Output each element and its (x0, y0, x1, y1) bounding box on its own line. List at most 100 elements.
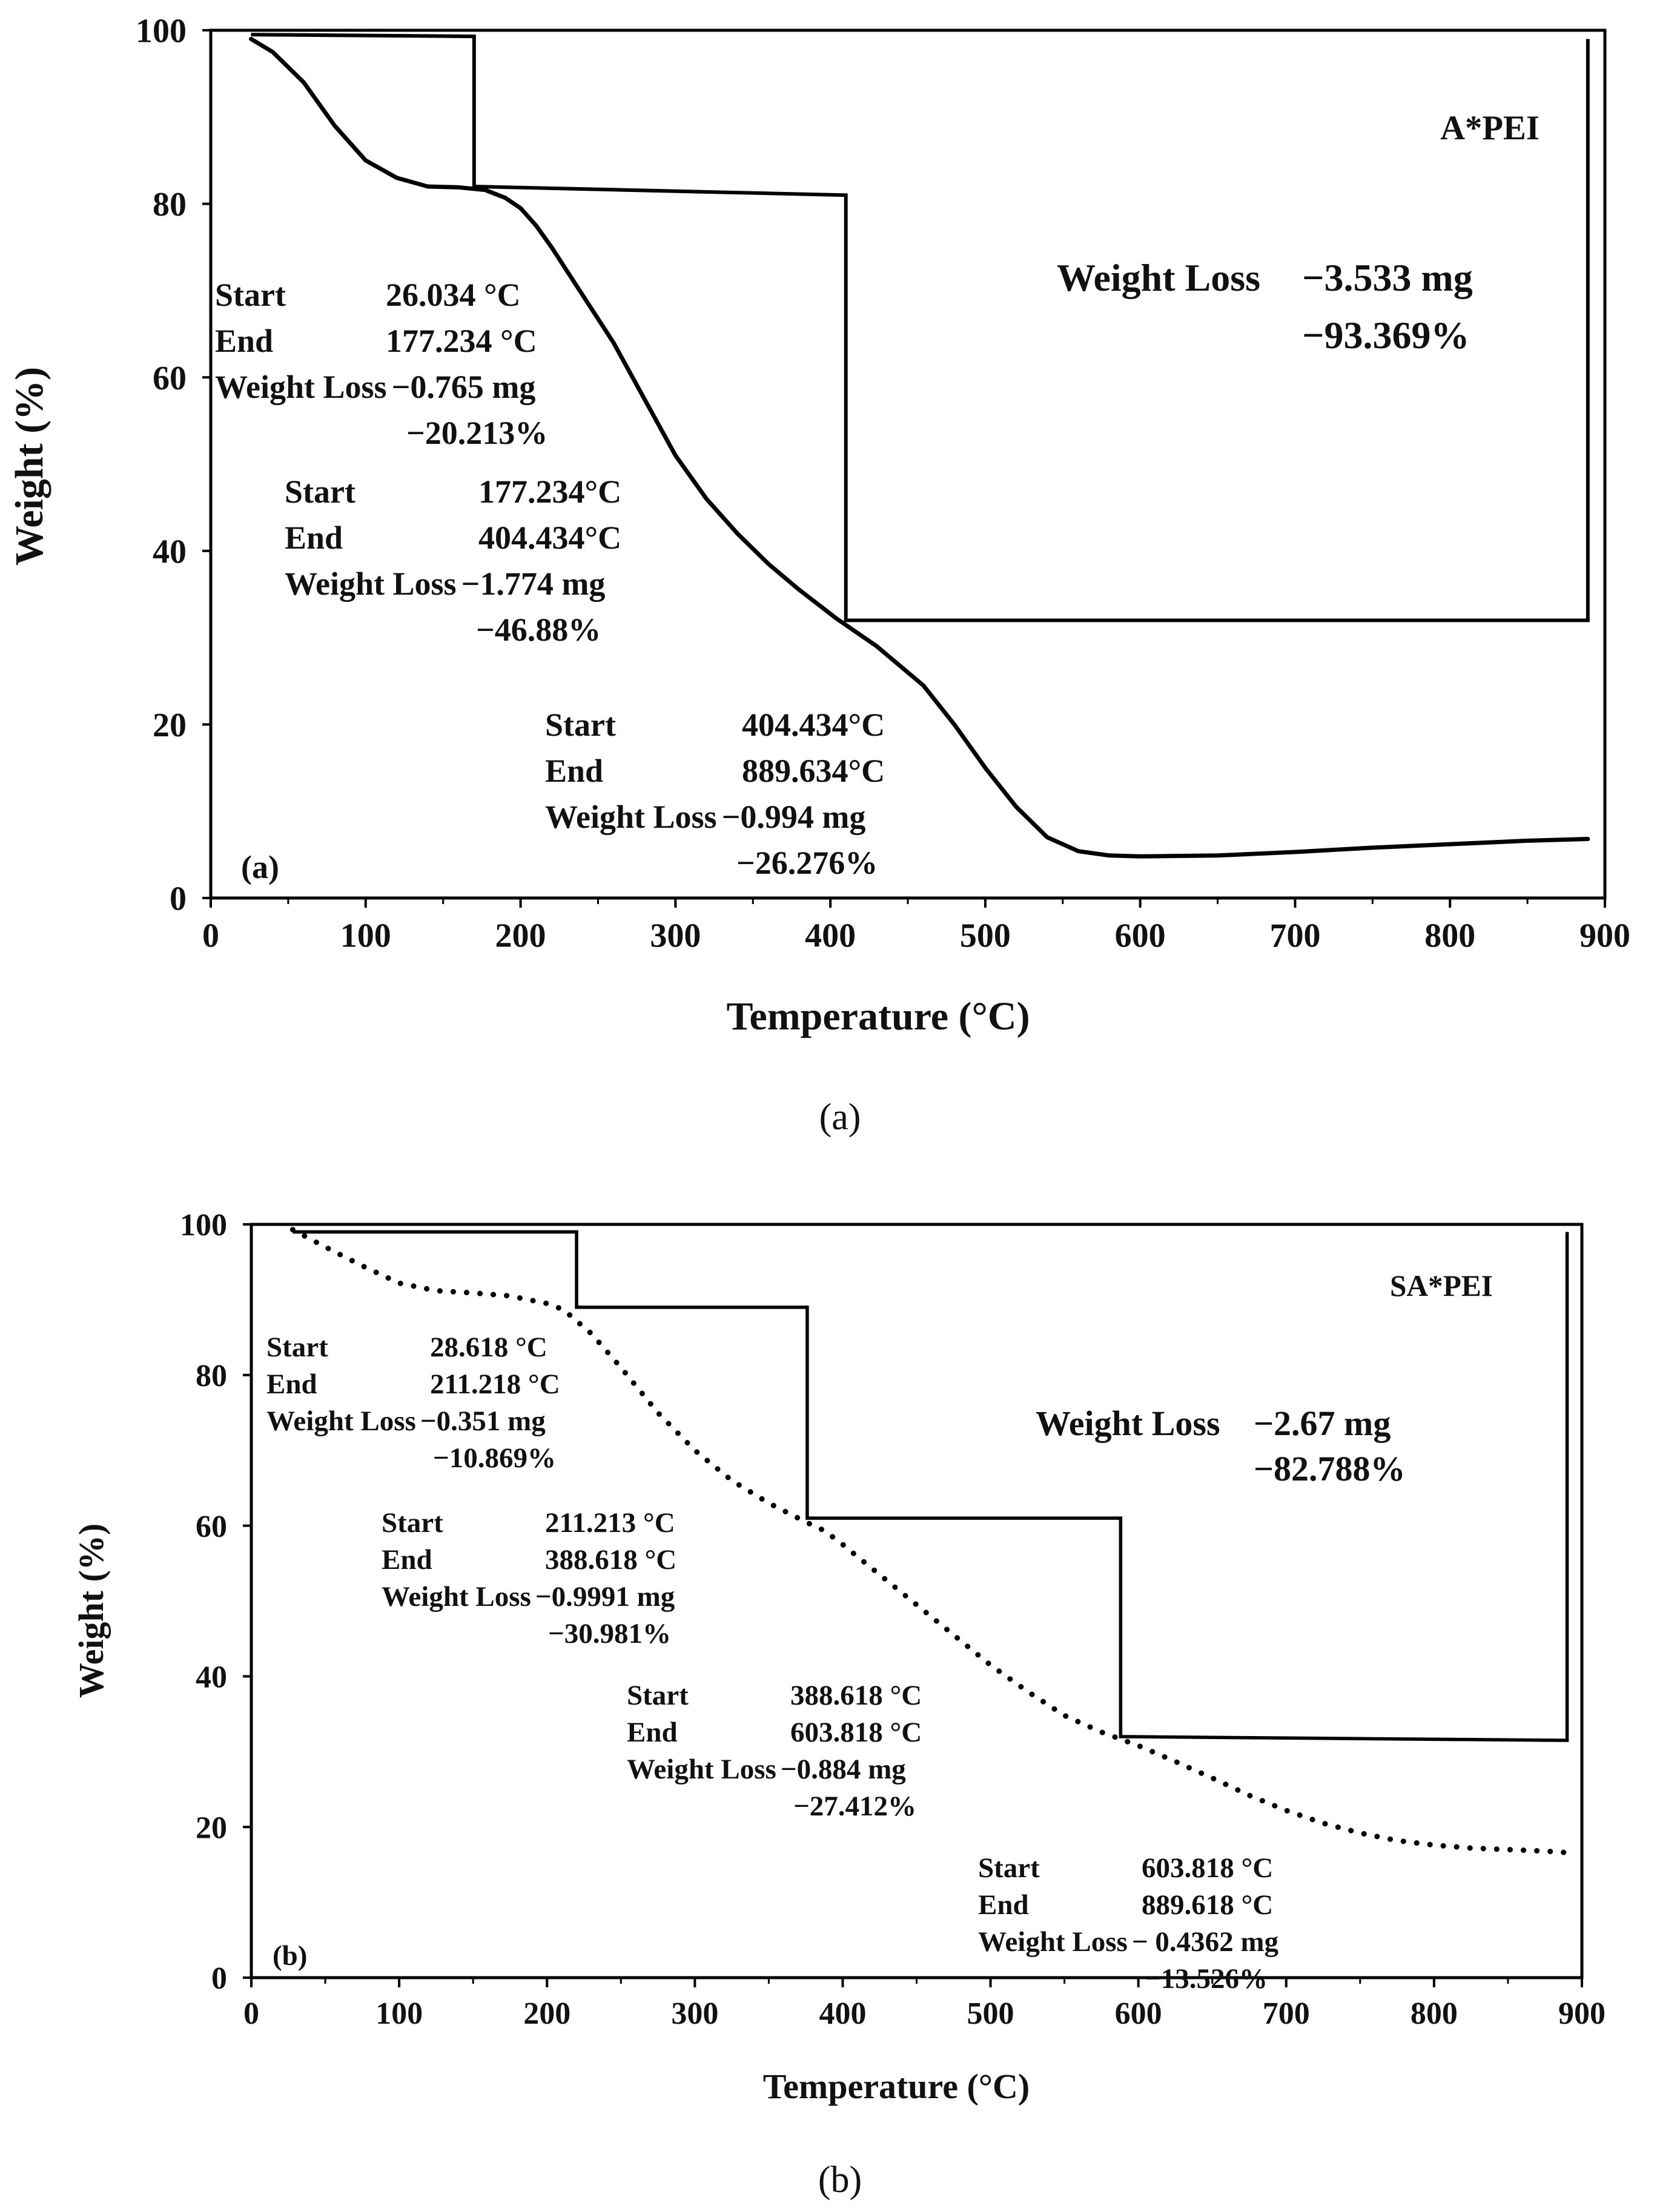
panel-a-total-loss-label: Weight Loss (1057, 256, 1260, 299)
panel-b-x-tick-label: 100 (375, 1996, 423, 2031)
panel-a-y-tick-label: 0 (170, 880, 187, 918)
panel-a-x-tick-label: 900 (1579, 917, 1630, 954)
panel-a-x-tick-label: 100 (340, 917, 391, 954)
panel-b-step-loss-label: Weight Loss (627, 1754, 776, 1785)
panel-a-step-loss-percent: −26.276% (736, 845, 878, 881)
panel-a-x-tick-label: 700 (1269, 917, 1320, 954)
panel-b-sample-label: SA*PEI (1390, 1269, 1493, 1302)
panel-b-x-tick-label: 800 (1410, 1996, 1458, 2031)
panel-a-y-tick-label: 40 (153, 533, 187, 570)
panel-b-y-axis-label: Weight (%) (71, 1524, 111, 1698)
panel-b-step-start-value: 388.618 °C (790, 1680, 922, 1711)
panel-b-y-tick-label: 0 (211, 1961, 227, 1996)
panel-a-step-start-value: 177.234°C (478, 474, 621, 510)
panel-b-step-start-value: 211.213 °C (545, 1507, 675, 1539)
panel-a-step-end-label: End (215, 323, 273, 359)
panel-a-panel-label: (a) (241, 849, 279, 885)
panel-b-step-loss-label: Weight Loss (978, 1926, 1128, 1958)
panel-b-step-start-value: 28.618 °C (430, 1332, 547, 1363)
panel-b-total-loss-mass: −2.67 mg (1254, 1404, 1391, 1443)
panel-b-x-tick-label: 0 (243, 1996, 259, 2031)
panel-a-y-tick-label: 20 (153, 707, 187, 744)
panel-a-step-loss-percent: −46.88% (476, 612, 601, 648)
panel-b-panel-label: (b) (273, 1940, 307, 1972)
panel-b-step-loss-mass: −0.351 mg (420, 1405, 546, 1437)
panel-a-x-tick-label: 600 (1115, 917, 1166, 954)
panel-a-step-loss-percent: −20.213% (406, 415, 547, 451)
panel-b-step-start-label: Start (382, 1507, 443, 1539)
panel-a-x-tick-label: 500 (960, 917, 1011, 954)
panel-b-caption: (b) (818, 2159, 862, 2200)
panel-b-step-loss-percent: −13.526% (1145, 1963, 1268, 1995)
panel-a-step-start-label: Start (285, 474, 356, 510)
panel-b-step-loss-label: Weight Loss (382, 1581, 531, 1613)
panel-b-step-loss-mass: −0.9991 mg (535, 1581, 675, 1613)
panel-b-step-loss-percent: −10.869% (433, 1442, 556, 1474)
panel-a-step-end-value: 177.234 °C (386, 323, 537, 359)
panel-b-x-tick-label: 600 (1115, 1996, 1162, 2031)
panel-a-total-loss-mass: −3.533 mg (1302, 256, 1473, 299)
panel-a-step-loss-mass: −1.774 mg (461, 566, 606, 602)
panel-a-x-tick-label: 800 (1424, 917, 1475, 954)
panel-b-step-start-label: Start (978, 1852, 1040, 1884)
panel-b-x-tick-label: 700 (1263, 1996, 1310, 2031)
panel-b-step-loss-mass: − 0.4362 mg (1132, 1926, 1279, 1958)
panel-b-step-loss-percent: −27.412% (793, 1791, 916, 1822)
panel-b-step-analysis-line (293, 1230, 1569, 1742)
panel-b-step-loss-percent: −30.981% (548, 1618, 671, 1649)
panel-a-step-end-label: End (545, 753, 603, 789)
panel-b-y-tick-label: 20 (196, 1811, 227, 1845)
panel-b-y-tick-label: 100 (180, 1208, 227, 1243)
panel-a-x-axis-label: Temperature (°C) (726, 994, 1030, 1038)
panel-b-step-end-label: End (382, 1544, 432, 1576)
panel-b-x-axis-label: Temperature (°C) (763, 2067, 1030, 2106)
panel-a-step-start-label: Start (545, 707, 616, 743)
panel-a-caption: (a) (819, 1097, 861, 1138)
panel-b-weight-curve (289, 1227, 1570, 1855)
panel-a-x-tick-label: 0 (202, 917, 219, 954)
panel-a-sample-label: A*PEI (1440, 109, 1539, 147)
panel-b-step-end-value: 388.618 °C (545, 1544, 676, 1576)
panel-b-step-end-label: End (266, 1368, 317, 1400)
panel-a-plot-frame (209, 28, 1607, 900)
panel-b-step-start-label: Start (266, 1332, 328, 1363)
panel-b-step-end-value: 603.818 °C (790, 1717, 922, 1748)
panel-a-step-analysis-line (251, 33, 1590, 622)
panel-b-step-end-value: 889.618 °C (1142, 1889, 1273, 1921)
panel-b-y-tick-label: 80 (196, 1359, 227, 1393)
panel-a-step-loss-label: Weight Loss (285, 566, 457, 602)
panel-b-step-end-label: End (978, 1889, 1029, 1921)
panel-a-x-tick-label: 200 (495, 917, 546, 954)
panel-b-y-tick-label: 40 (196, 1660, 227, 1695)
panel-b-step-start-value: 603.818 °C (1142, 1852, 1273, 1884)
panel-b-step-end-label: End (627, 1717, 678, 1748)
panel-b-x-tick-label: 200 (523, 1996, 570, 2031)
panel-b-x-tick-label: 900 (1558, 1996, 1606, 2031)
panel-a-step-start-label: Start (215, 277, 286, 313)
panel-a-step-end-value: 889.634°C (742, 753, 885, 789)
panel-a-step-loss-label: Weight Loss (215, 369, 387, 405)
panel-a-x-tick-label: 300 (650, 917, 701, 954)
panel-b-total-loss-percent: −82.788% (1254, 1449, 1406, 1488)
panel-a-step-end-label: End (285, 520, 343, 556)
panel-b-step-end-value: 211.218 °C (430, 1368, 560, 1400)
panel-a-y-tick-label: 80 (153, 186, 187, 223)
panel-a-step-start-value: 404.434°C (742, 707, 885, 743)
panel-a-x-tick-label: 400 (805, 917, 856, 954)
panel-b-step-start-label: Start (627, 1680, 689, 1711)
panel-b-total-loss-label: Weight Loss (1036, 1404, 1220, 1443)
panel-b-x-tick-label: 500 (967, 1996, 1014, 2031)
panel-a-step-end-value: 404.434°C (478, 520, 621, 556)
panel-a-step-loss-mass: −0.765 mg (392, 369, 536, 405)
panel-a-weight-curve (249, 36, 1590, 859)
panel-a-step-loss-label: Weight Loss (545, 799, 717, 835)
panel-b-step-loss-label: Weight Loss (266, 1405, 416, 1437)
panel-b-step-loss-mass: −0.884 mg (781, 1754, 906, 1785)
panel-a-total-loss-percent: −93.369% (1302, 314, 1469, 357)
panel-b-x-tick-label: 400 (819, 1996, 866, 2031)
panel-b-x-tick-label: 300 (671, 1996, 718, 2031)
panel-a-chart: 0 20 40 60 80 100 0 100 200 300 400 500 600 700 800 900… (7, 13, 1630, 1038)
panel-a-y-tick-label: 100 (136, 13, 187, 50)
panel-a-step-start-value: 26.034 °C (386, 277, 521, 313)
